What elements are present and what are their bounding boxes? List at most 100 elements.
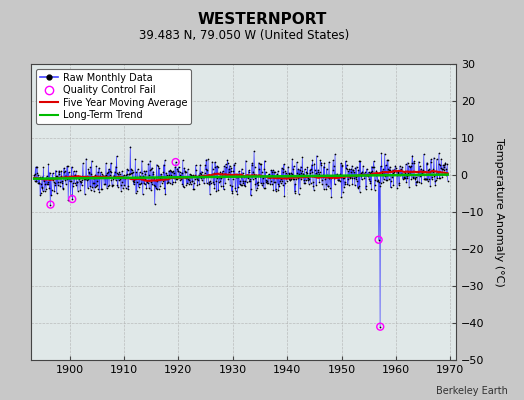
Point bbox=[283, 172, 291, 178]
Point bbox=[384, 157, 392, 163]
Point bbox=[276, 178, 284, 185]
Point bbox=[339, 189, 347, 195]
Point bbox=[366, 170, 374, 176]
Point bbox=[135, 181, 143, 187]
Point bbox=[197, 171, 205, 177]
Point bbox=[355, 158, 364, 164]
Point bbox=[285, 170, 293, 176]
Point bbox=[364, 173, 372, 180]
Point bbox=[375, 183, 384, 189]
Point bbox=[138, 170, 146, 176]
Point bbox=[146, 158, 154, 164]
Point bbox=[124, 186, 132, 192]
Point bbox=[234, 184, 243, 190]
Point bbox=[365, 178, 374, 184]
Point bbox=[373, 170, 381, 176]
Point bbox=[36, 190, 45, 196]
Point bbox=[173, 165, 181, 172]
Point bbox=[86, 187, 95, 193]
Point bbox=[137, 180, 146, 186]
Point bbox=[389, 170, 397, 176]
Point bbox=[48, 170, 57, 176]
Point bbox=[65, 175, 73, 182]
Point bbox=[161, 157, 169, 164]
Point bbox=[161, 176, 170, 182]
Point bbox=[247, 192, 255, 198]
Point bbox=[376, 324, 384, 330]
Point bbox=[271, 179, 279, 186]
Point bbox=[413, 177, 421, 184]
Point bbox=[315, 170, 323, 177]
Point bbox=[127, 166, 135, 172]
Point bbox=[80, 176, 89, 182]
Point bbox=[144, 180, 152, 186]
Point bbox=[279, 168, 288, 175]
Point bbox=[157, 173, 165, 179]
Point bbox=[62, 173, 71, 179]
Point bbox=[195, 181, 203, 187]
Point bbox=[53, 173, 61, 180]
Point bbox=[215, 173, 224, 180]
Point bbox=[389, 182, 398, 189]
Point bbox=[332, 172, 340, 178]
Point bbox=[151, 177, 160, 183]
Point bbox=[262, 178, 270, 185]
Point bbox=[165, 168, 173, 174]
Point bbox=[132, 169, 140, 176]
Point bbox=[127, 167, 136, 174]
Point bbox=[198, 168, 206, 175]
Point bbox=[147, 179, 156, 185]
Point bbox=[45, 176, 53, 182]
Point bbox=[94, 174, 103, 180]
Point bbox=[417, 166, 425, 172]
Point bbox=[421, 176, 430, 182]
Point bbox=[199, 174, 207, 180]
Point bbox=[106, 172, 114, 178]
Point bbox=[358, 168, 366, 175]
Point bbox=[263, 178, 271, 184]
Point bbox=[325, 174, 334, 181]
Point bbox=[400, 175, 408, 181]
Point bbox=[80, 174, 88, 180]
Point bbox=[39, 188, 47, 194]
Point bbox=[101, 181, 110, 188]
Point bbox=[246, 178, 254, 184]
Point bbox=[177, 174, 185, 180]
Point bbox=[138, 157, 146, 164]
Point bbox=[230, 173, 238, 179]
Point bbox=[308, 162, 316, 168]
Point bbox=[416, 173, 424, 179]
Point bbox=[380, 151, 389, 157]
Point bbox=[377, 150, 386, 156]
Point bbox=[187, 181, 195, 187]
Point bbox=[166, 167, 174, 174]
Point bbox=[159, 174, 167, 180]
Point bbox=[440, 167, 448, 173]
Point bbox=[238, 169, 247, 176]
Point bbox=[281, 174, 290, 181]
Point bbox=[176, 172, 184, 178]
Point bbox=[297, 176, 305, 182]
Point bbox=[284, 163, 292, 170]
Point bbox=[363, 170, 372, 177]
Point bbox=[136, 181, 144, 187]
Point bbox=[202, 180, 211, 186]
Point bbox=[145, 172, 153, 178]
Point bbox=[168, 179, 177, 185]
Point bbox=[403, 175, 411, 181]
Point bbox=[46, 201, 54, 208]
Point bbox=[237, 166, 246, 172]
Point bbox=[110, 173, 118, 179]
Point bbox=[83, 176, 92, 182]
Point bbox=[286, 176, 294, 183]
Point bbox=[431, 182, 440, 188]
Point bbox=[396, 163, 404, 169]
Point bbox=[112, 153, 121, 159]
Point bbox=[35, 180, 43, 186]
Point bbox=[256, 161, 264, 168]
Point bbox=[259, 180, 267, 187]
Point bbox=[222, 164, 231, 170]
Point bbox=[287, 170, 295, 176]
Point bbox=[405, 163, 413, 169]
Point bbox=[163, 176, 172, 182]
